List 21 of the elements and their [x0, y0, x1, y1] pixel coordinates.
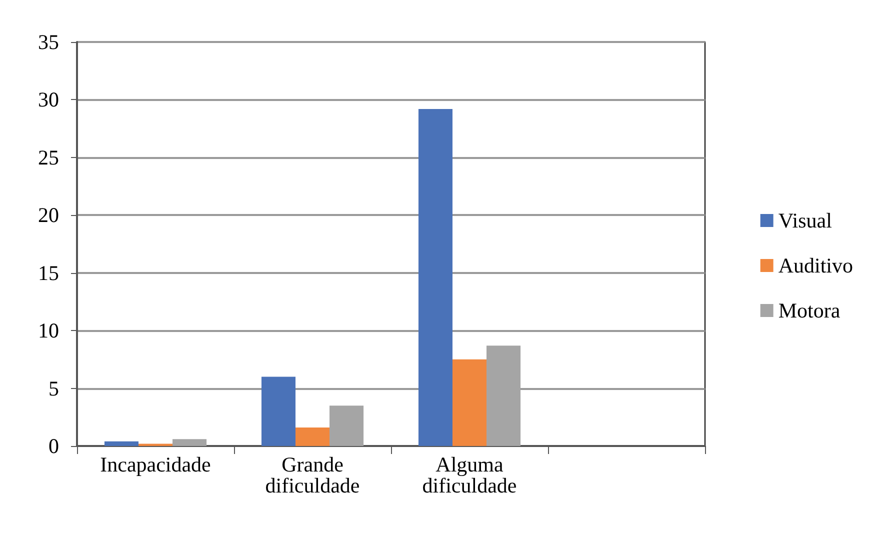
bar — [104, 441, 138, 446]
x-tick-label: Grande dificuldade — [265, 452, 360, 498]
x-tick-label: Incapacidade — [100, 452, 211, 476]
y-tick-label: 25 — [38, 145, 59, 170]
y-tick-label: 10 — [38, 318, 59, 343]
bar — [172, 439, 207, 446]
y-tick-label: 30 — [38, 88, 59, 112]
bar — [261, 376, 296, 446]
y-tick-label: 35 — [38, 30, 59, 54]
y-tick-label: 0 — [48, 434, 59, 458]
y-tick-label: 20 — [38, 203, 59, 228]
bar — [295, 428, 330, 446]
bar — [452, 359, 487, 446]
bar — [418, 108, 452, 446]
y-tick-label: 15 — [38, 260, 59, 285]
y-tick-label: 5 — [48, 376, 59, 400]
bar — [330, 406, 364, 446]
x-tick-label: Alguma dificuldade — [422, 452, 517, 498]
legend-label: Motora — [778, 298, 841, 322]
legend-label: Auditivo — [778, 254, 854, 278]
legend-label: Visual — [778, 208, 832, 232]
